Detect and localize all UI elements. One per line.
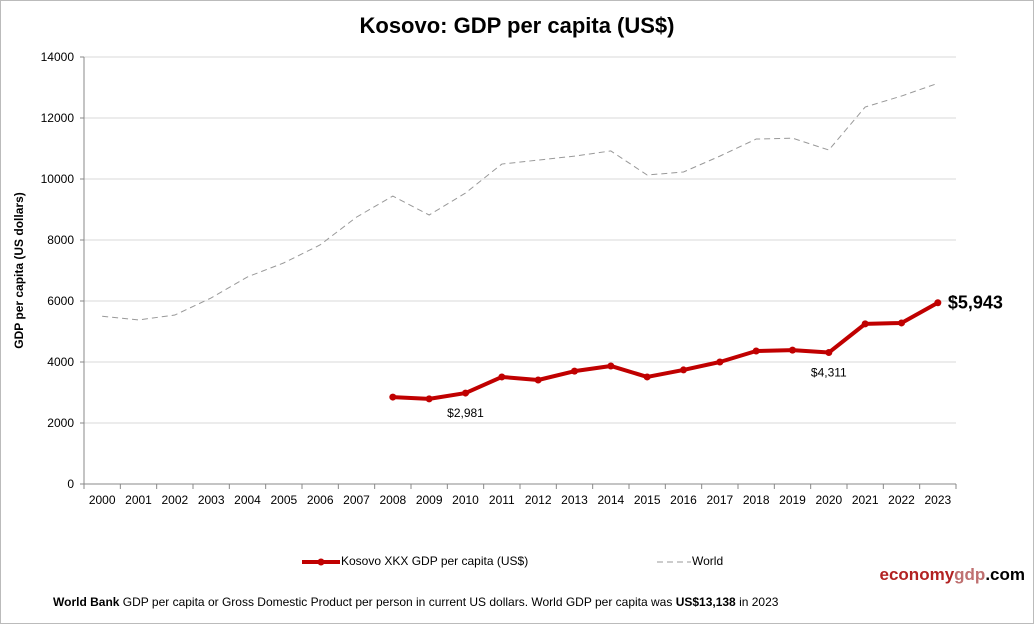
y-tick-label: 10000 (41, 172, 75, 186)
kosovo-point-2015 (643, 373, 651, 381)
kosovo-point-2019 (789, 346, 796, 354)
x-tick-label: 2016 (670, 493, 697, 507)
legend-kosovo-label: Kosovo XKX GDP per capita (US$) (341, 554, 529, 568)
kosovo-point-2022 (898, 319, 905, 327)
data-label-2023: $5,943 (948, 293, 1003, 313)
x-tick-label: 2013 (561, 493, 588, 507)
x-tick-label: 2004 (234, 493, 261, 507)
kosovo-point-2011 (498, 373, 506, 381)
brand-part1: economy (879, 565, 955, 584)
x-tick-label: 2015 (634, 493, 661, 507)
kosovo-point-2020 (825, 349, 833, 357)
x-tick-label: 2007 (343, 493, 370, 507)
footer-suffix: in 2023 (735, 595, 779, 609)
legend-kosovo-swatch (302, 558, 340, 566)
legend-world: World (656, 554, 723, 569)
x-tick-label: 2011 (489, 493, 515, 507)
kosovo-point-2023 (934, 299, 942, 307)
kosovo-point-2017 (716, 358, 724, 366)
series-kosovo-line (392, 300, 939, 401)
kosovo-point-2016 (680, 366, 687, 374)
y-tick-label: 8000 (47, 233, 74, 247)
y-tick-label: 2000 (47, 416, 74, 430)
data-label-2020: $4,311 (811, 366, 847, 380)
footer-note: World Bank GDP per capita or Gross Domes… (53, 595, 778, 609)
x-tick-label: 2021 (852, 493, 879, 507)
kosovo-point-2010 (462, 389, 469, 397)
kosovo-point-2013 (571, 367, 578, 375)
brand-part3: .com (985, 565, 1025, 584)
y-tick-label: 12000 (41, 111, 75, 125)
y-tick-label: 6000 (47, 294, 74, 308)
y-tick-label: 4000 (47, 355, 74, 369)
x-tick-label: 2009 (416, 493, 443, 507)
footer-text: GDP per capita or Gross Domestic Product… (119, 595, 676, 609)
kosovo-point-2009 (425, 395, 433, 403)
y-tick-label: 14000 (41, 50, 75, 64)
footer-value: US$13,138 (675, 595, 736, 609)
x-tick-label: 2010 (452, 493, 479, 507)
x-tick-label: 2003 (198, 493, 225, 507)
brand-part2: gdp (954, 565, 986, 584)
legend-world-label: World (692, 554, 724, 568)
x-tick-label: 2018 (743, 493, 770, 507)
legend-kosovo: Kosovo XKX GDP per capita (US$) (301, 554, 528, 569)
kosovo-point-2012 (534, 376, 542, 384)
brand-logo: economygdp.com (880, 565, 1025, 585)
x-tick-label: 2020 (815, 493, 842, 507)
series-world-line (102, 82, 938, 321)
kosovo-point-2008 (389, 393, 397, 401)
x-tick-label: 2022 (888, 493, 915, 507)
x-tick-label: 2014 (597, 493, 624, 507)
chart-title: Kosovo: GDP per capita (US$) (359, 13, 675, 38)
x-tick-label: 2012 (525, 493, 552, 507)
x-tick-label: 2000 (89, 493, 116, 507)
kosovo-point-2014 (607, 362, 615, 370)
x-tick-label: 2006 (307, 493, 334, 507)
kosovo-point-2021 (861, 320, 869, 328)
legend-world-swatch (657, 561, 691, 563)
data-label-2010: $2,981 (447, 406, 484, 420)
x-tick-label: 2005 (270, 493, 297, 507)
y-tick-label: 0 (67, 477, 74, 491)
x-tick-label: 2023 (924, 493, 951, 507)
footer-source: World Bank (53, 595, 120, 609)
x-tick-label: 2017 (706, 493, 733, 507)
x-tick-label: 2019 (779, 493, 806, 507)
x-tick-label: 2008 (379, 493, 406, 507)
y-axis-label: GDP per capita (US dollars) (12, 192, 26, 349)
x-tick-label: 2002 (161, 493, 188, 507)
kosovo-point-2018 (752, 347, 760, 355)
x-tick-label: 2001 (125, 493, 152, 507)
